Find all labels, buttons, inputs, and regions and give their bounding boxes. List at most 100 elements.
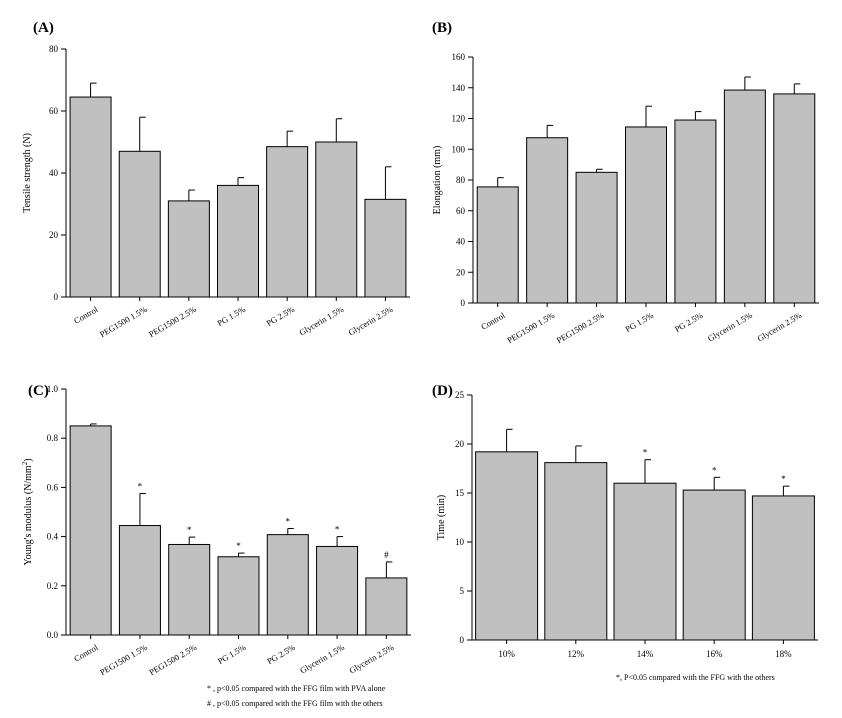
x-tick-label: Glycerin 1.5% <box>297 304 345 337</box>
bar <box>613 482 677 641</box>
bar <box>674 119 717 304</box>
x-tick-label: 10% <box>498 649 515 659</box>
y-tick-label: 15 <box>455 488 465 498</box>
bar <box>69 425 112 636</box>
y-tick-label: 80 <box>456 175 466 185</box>
bar <box>266 146 309 298</box>
x-tick-label: Control <box>479 310 507 332</box>
y-tick-label: 10 <box>455 537 465 547</box>
bar <box>625 126 667 304</box>
significance-mark: * <box>138 482 143 492</box>
y-tick-label: 25 <box>455 390 465 400</box>
x-tick-label: PEG1500 1.5% <box>98 642 149 677</box>
x-tick-label: 14% <box>637 649 654 659</box>
footnote: * , p<0.05 compared with the FFG film wi… <box>207 684 386 693</box>
y-tick-label: 1.0 <box>47 384 59 394</box>
chart-panel-2: (B) 0 20 40 60 80 100 120 140 160 Elongation (mm) C… <box>432 20 819 345</box>
bar <box>773 93 816 304</box>
bar <box>723 89 766 304</box>
significance-mark: * <box>712 465 717 475</box>
y-tick-label: 0.8 <box>47 433 59 443</box>
y-tick-label: 20 <box>455 439 465 449</box>
significance-mark: * <box>286 516 291 526</box>
y-tick-label: 0.0 <box>47 630 59 640</box>
y-tick-label: 120 <box>452 114 466 124</box>
significance-mark: * <box>187 525 192 535</box>
x-tick-label: PG 2.5% <box>673 310 705 334</box>
y-tick-label: 0.6 <box>47 482 59 492</box>
significance-mark: * <box>236 541 241 551</box>
significance-mark: # <box>384 550 389 560</box>
bar <box>217 184 259 298</box>
x-tick-label: Glycerin 2.5% <box>755 310 803 343</box>
bar <box>575 171 618 304</box>
bar <box>365 577 408 636</box>
y-tick-label: 60 <box>456 206 466 216</box>
bar <box>118 150 161 298</box>
x-tick-label: 18% <box>775 649 792 659</box>
x-tick-label: Control <box>72 642 100 664</box>
x-tick-label: PEG1500 1.5% <box>505 310 556 345</box>
y-tick-label: 0.2 <box>47 581 58 591</box>
panel-label: (D) <box>432 383 453 399</box>
x-tick-label: PG 1.5% <box>623 310 655 334</box>
x-tick-label: Glycerin 1.5% <box>706 310 754 343</box>
y-tick-label: 60 <box>49 106 59 116</box>
panel-label: (A) <box>33 20 54 36</box>
x-tick-label: 12% <box>568 649 585 659</box>
y-tick-label: 100 <box>452 144 466 154</box>
significance-mark: * <box>781 474 786 484</box>
footnote: *, P<0.05 compared with the FFG with the… <box>616 673 775 682</box>
chart-panel-3: (C) 0.0 0.2 0.4 0.6 0.8 1.0 Young's modulus (N/… <box>21 383 411 708</box>
y-axis-title: Elongation (mm) <box>432 146 443 215</box>
footnote: # , p<0.05 compared with the FFG film wi… <box>207 699 383 708</box>
bar <box>364 198 407 298</box>
x-tick-label: PEG1500 2.5% <box>147 642 198 677</box>
y-tick-label: 40 <box>49 168 59 178</box>
y-axis-title: Time (min) <box>436 495 447 540</box>
y-tick-label: 160 <box>452 52 466 62</box>
y-axis-title: Tensile strength (N) <box>22 133 33 213</box>
y-tick-label: 0 <box>460 635 465 645</box>
bar <box>544 462 608 641</box>
x-tick-label: Glycerin 1.5% <box>298 642 346 675</box>
bar <box>217 556 260 636</box>
y-tick-label: 0 <box>54 292 59 302</box>
y-tick-label: 0.4 <box>47 532 59 542</box>
x-tick-label: Glycerin 2.5% <box>346 304 394 337</box>
y-tick-label: 20 <box>49 230 59 240</box>
bar <box>476 186 519 304</box>
x-tick-label: PG 1.5% <box>215 304 247 328</box>
x-tick-label: Glycerin 2.5% <box>347 642 395 675</box>
y-tick-label: 80 <box>49 44 59 54</box>
bar <box>266 534 309 636</box>
x-tick-label: PEG1500 2.5% <box>147 304 198 339</box>
bar <box>526 137 569 304</box>
x-tick-label: PEG1500 2.5% <box>555 310 606 345</box>
x-tick-label: PG 2.5% <box>265 642 297 666</box>
bar <box>315 141 358 298</box>
panel-label: (C) <box>28 383 49 399</box>
y-tick-label: 20 <box>456 267 466 277</box>
x-tick-label: Control <box>72 304 100 326</box>
y-tick-label: 40 <box>456 237 466 247</box>
significance-mark: * <box>643 448 648 458</box>
x-tick-label: PEG1500 1.5% <box>98 304 149 339</box>
x-tick-label: PG 1.5% <box>216 642 248 666</box>
y-axis-title: Young's modulus (N/mm2) <box>21 458 34 565</box>
y-tick-label: 5 <box>460 586 465 596</box>
x-tick-label: 16% <box>706 649 723 659</box>
y-tick-label: 140 <box>452 83 466 93</box>
bar <box>316 545 359 636</box>
x-tick-label: PG 2.5% <box>265 304 297 328</box>
bar <box>118 525 161 636</box>
significance-mark: * <box>335 525 340 535</box>
panel-label: (B) <box>432 20 452 36</box>
bar <box>168 543 211 636</box>
chart-panel-4: (D) 0 5 10 15 20 25 Time (min) 10% 12% * 14% * 16% * 18… <box>432 383 818 682</box>
bar <box>751 495 815 641</box>
bar <box>682 489 746 641</box>
y-tick-label: 0 <box>461 298 466 308</box>
